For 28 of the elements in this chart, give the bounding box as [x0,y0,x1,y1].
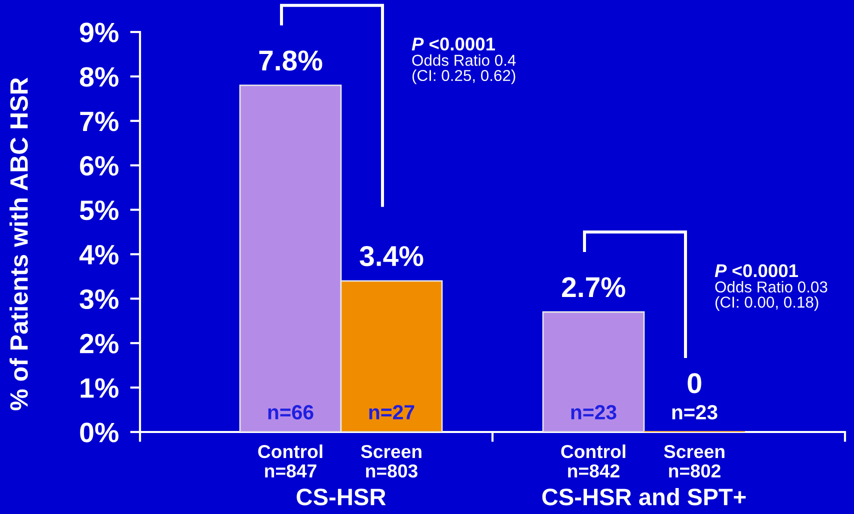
annotation: n=23 [571,405,616,420]
data-label: 0 [688,373,702,394]
y-tick-label: 4% [79,244,118,265]
x-tick-label: Control n=847 [258,444,322,478]
y-tick-label: 8% [80,67,118,87]
y-axis-title: % of Patients with ABC HSR [10,78,28,410]
data-label: 3.4% [360,246,424,266]
y-tick-label: 5% [80,200,118,220]
text: CS-HSR [296,488,386,506]
y-tick-label: 3% [80,289,118,310]
bar [542,311,645,432]
y-tick-label: 0% [80,422,118,442]
x-tick-label: Screen n=803 [360,444,422,478]
y-tick-label: 7% [80,112,118,132]
annotation: P <0.0001 Odds Ratio 0.03 (CI: 0.00, 0.18) [714,264,828,311]
annotation: P <0.0001 Odds Ratio 0.4 (CI: 0.25, 0.62) [412,38,516,84]
annotation: n=66 [268,405,314,420]
x-tick-label: Screen n=802 [664,444,724,478]
y-tick-label: 2% [80,334,118,354]
annotation: n=27 [369,405,414,420]
annotation: n=23 [672,405,718,420]
y-tick-label: 1% [80,378,118,398]
text: CS-HSR and SPT+ [542,488,746,506]
y-tick-label: 9% [80,22,118,42]
y-tick-label: 6% [80,156,118,176]
data-label: 2.7% [562,277,626,298]
data-label: 7.8% [259,50,322,71]
x-tick-label: Control n=842 [561,444,626,478]
